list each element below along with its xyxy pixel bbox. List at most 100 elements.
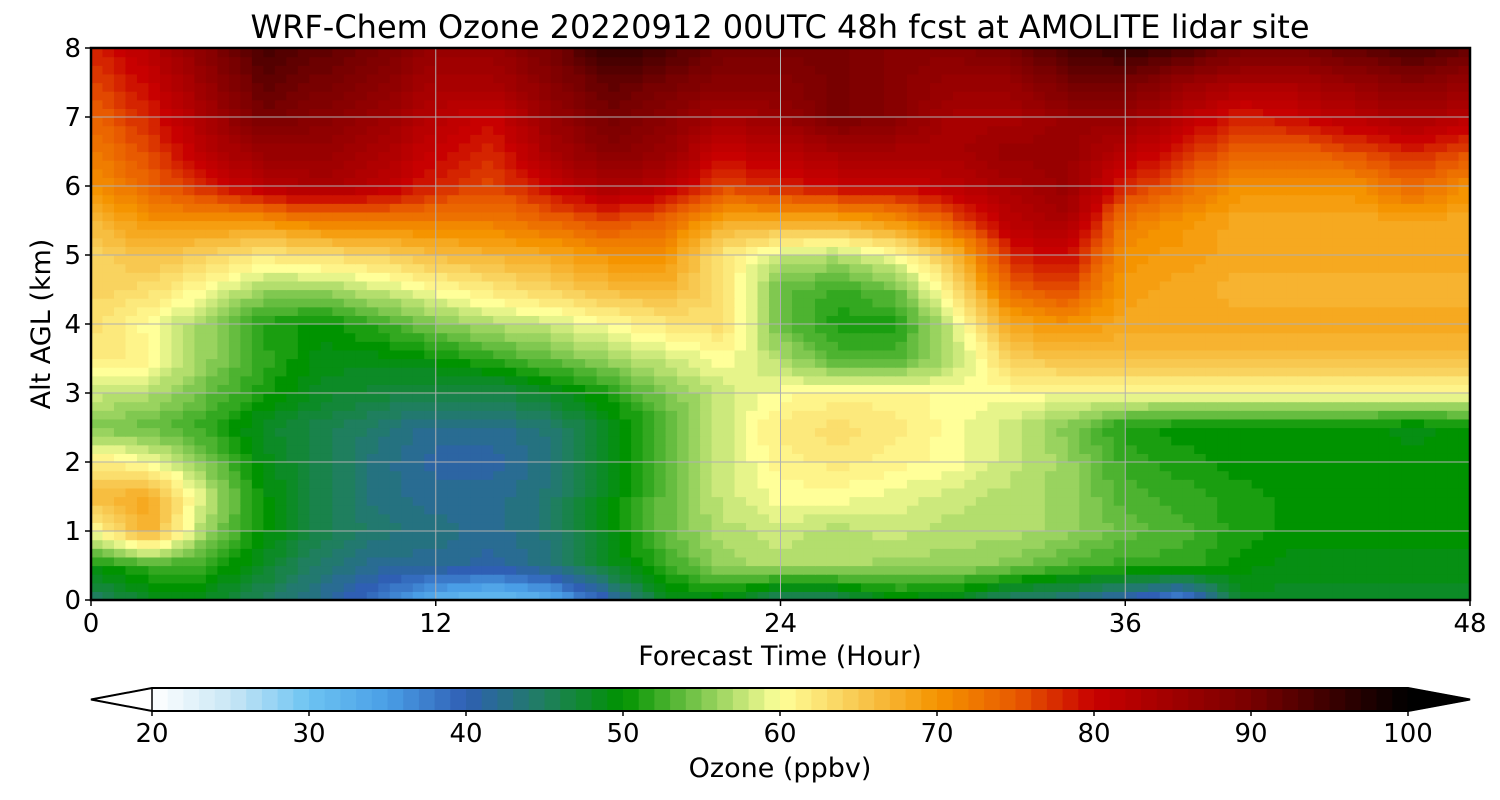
- heatmap-cell: [320, 237, 333, 247]
- heatmap-cell: [516, 341, 529, 351]
- heatmap-cell: [1447, 453, 1460, 463]
- heatmap-cell: [757, 367, 770, 377]
- heatmap-cell: [791, 237, 805, 247]
- heatmap-cell: [883, 332, 897, 342]
- heatmap-cell: [332, 591, 345, 601]
- heatmap-cell: [688, 505, 701, 515]
- heatmap-cell: [1056, 479, 1069, 489]
- heatmap-cell: [1332, 367, 1345, 377]
- heatmap-cell: [826, 574, 839, 584]
- heatmap-cell: [780, 289, 793, 299]
- heatmap-cell: [1194, 263, 1207, 273]
- heatmap-cell: [791, 246, 805, 256]
- heatmap-cell: [171, 393, 184, 403]
- heatmap-cell: [1044, 418, 1057, 429]
- heatmap-cell: [1320, 315, 1333, 325]
- heatmap-cell: [585, 496, 598, 506]
- heatmap-cell: [791, 280, 805, 291]
- heatmap-cell: [343, 237, 356, 247]
- heatmap-cell: [883, 436, 897, 446]
- heatmap-cell: [941, 349, 954, 360]
- heatmap-cell: [470, 298, 483, 308]
- heatmap-cell: [1366, 332, 1379, 342]
- heatmap-cell: [1021, 393, 1034, 403]
- heatmap-cell: [642, 582, 655, 592]
- heatmap-cell: [1401, 298, 1414, 308]
- heatmap-cell: [654, 272, 667, 282]
- heatmap-cell: [366, 565, 379, 575]
- heatmap-cell: [263, 341, 276, 351]
- heatmap-cell: [1366, 574, 1379, 584]
- heatmap-cell: [217, 375, 230, 385]
- heatmap-cell: [654, 332, 667, 342]
- heatmap-cell: [458, 479, 471, 489]
- heatmap-cell: [401, 427, 414, 437]
- heatmap-cell: [1217, 332, 1230, 342]
- heatmap-cell: [906, 367, 919, 377]
- heatmap-cell: [1309, 393, 1322, 403]
- heatmap-cell: [803, 255, 816, 265]
- heatmap-cell: [1366, 324, 1379, 334]
- heatmap-cell: [665, 574, 678, 584]
- heatmap-cell: [1458, 427, 1471, 437]
- heatmap-cell: [458, 462, 471, 472]
- heatmap-cell: [1297, 298, 1310, 308]
- heatmap-cell: [309, 298, 322, 308]
- heatmap-cell: [849, 332, 862, 342]
- heatmap-cell: [1412, 582, 1425, 592]
- heatmap-cell: [883, 237, 897, 247]
- heatmap-cell: [711, 289, 724, 299]
- heatmap-cell: [1148, 349, 1161, 360]
- heatmap-cell: [1424, 462, 1437, 472]
- heatmap-cell: [1251, 384, 1264, 394]
- heatmap-cell: [585, 582, 598, 592]
- heatmap-cell: [332, 263, 345, 273]
- heatmap-cell: [1355, 556, 1368, 567]
- heatmap-cell: [1251, 531, 1264, 541]
- heatmap-cell: [746, 358, 759, 368]
- heatmap-cell: [906, 349, 919, 360]
- heatmap-cell: [1378, 246, 1391, 256]
- heatmap-cell: [723, 496, 736, 506]
- heatmap-cell: [596, 280, 609, 291]
- heatmap-cell: [837, 574, 851, 584]
- heatmap-cell: [240, 531, 253, 541]
- heatmap-cell: [723, 246, 736, 256]
- heatmap-cell: [1217, 496, 1230, 506]
- heatmap-cell: [860, 298, 874, 308]
- heatmap-cell: [700, 263, 713, 273]
- heatmap-cell: [171, 565, 184, 575]
- heatmap-cell: [136, 479, 150, 489]
- heatmap-cell: [1447, 582, 1460, 592]
- heatmap-cell: [1447, 324, 1460, 334]
- heatmap-cell: [608, 272, 621, 282]
- heatmap-cell: [309, 237, 322, 247]
- heatmap-cell: [470, 341, 483, 351]
- heatmap-cell: [1240, 280, 1253, 291]
- heatmap-cell: [504, 539, 517, 549]
- heatmap-cell: [1389, 332, 1402, 342]
- heatmap-cell: [1447, 418, 1460, 429]
- heatmap-cell: [1309, 384, 1322, 394]
- heatmap-cell: [1401, 280, 1414, 291]
- heatmap-cell: [1343, 462, 1356, 472]
- heatmap-cell: [654, 255, 667, 265]
- heatmap-cell: [102, 280, 115, 291]
- heatmap-cell: [791, 582, 805, 592]
- heatmap-cell: [1033, 315, 1046, 325]
- heatmap-cell: [1090, 531, 1103, 541]
- heatmap-cell: [320, 522, 333, 532]
- heatmap-cell: [895, 367, 908, 377]
- heatmap-cell: [504, 565, 517, 575]
- heatmap-cell: [677, 375, 690, 385]
- heatmap-cell: [987, 453, 1000, 463]
- heatmap-cell: [1401, 556, 1414, 567]
- heatmap-cell: [665, 393, 678, 403]
- heatmap-cell: [1366, 453, 1379, 463]
- heatmap-cell: [688, 548, 701, 558]
- heatmap-cell: [918, 531, 931, 541]
- heatmap-cell: [608, 531, 621, 541]
- heatmap-cell: [1194, 556, 1207, 567]
- heatmap-cell: [159, 462, 173, 472]
- heatmap-cell: [1378, 453, 1391, 463]
